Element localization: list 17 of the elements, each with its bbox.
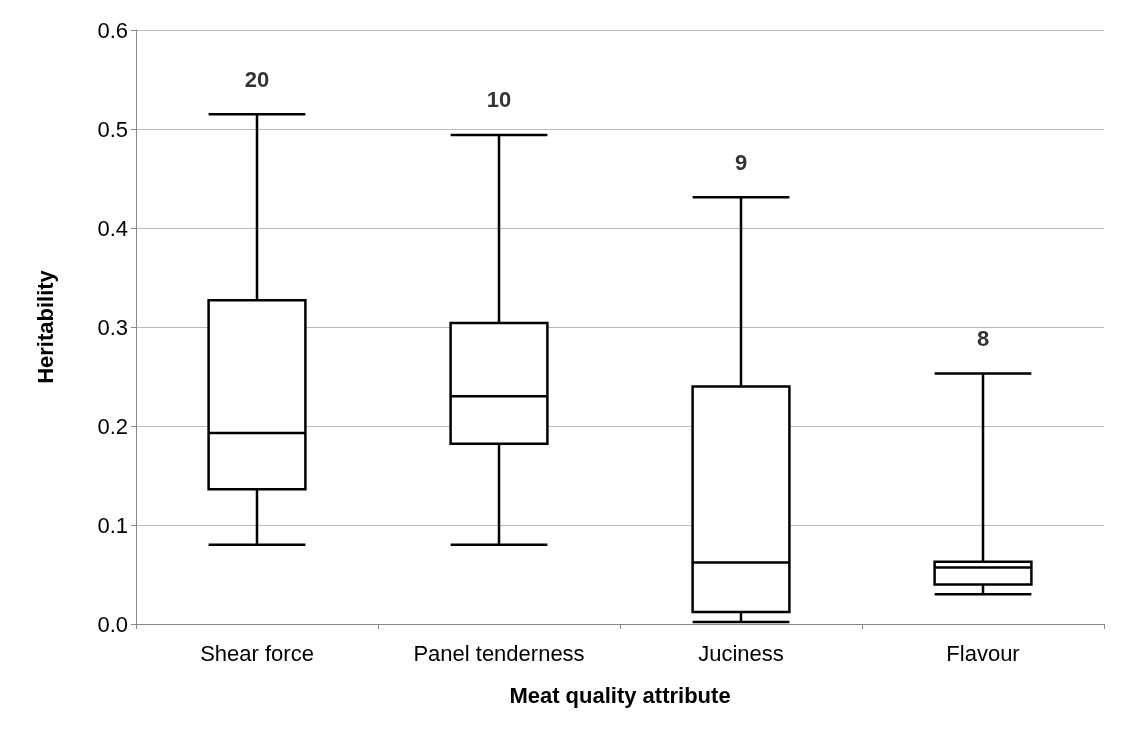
- annotation: 8: [976, 326, 990, 352]
- y-tick-label: 0.5: [97, 116, 128, 142]
- x-axis-title: Meat quality attribute: [509, 682, 731, 708]
- x-tick-label: Shear force: [200, 640, 314, 666]
- x-tick-label: Flavour: [946, 640, 1020, 666]
- y-tick-label: 0.1: [97, 512, 128, 538]
- y-axis-title: Heritability: [32, 269, 58, 384]
- x-tick-label: Juciness: [698, 640, 784, 666]
- y-tick-label: 0.4: [97, 215, 128, 241]
- y-tick-label: 0.0: [97, 611, 128, 637]
- annotation: 9: [734, 149, 748, 175]
- y-tick-label: 0.6: [97, 17, 128, 43]
- annotation: 10: [486, 87, 512, 113]
- x-tick-label: Panel tenderness: [413, 640, 585, 666]
- y-tick-label: 0.3: [97, 314, 128, 340]
- y-tick-label: 0.2: [97, 413, 128, 439]
- annotation: 20: [244, 66, 270, 92]
